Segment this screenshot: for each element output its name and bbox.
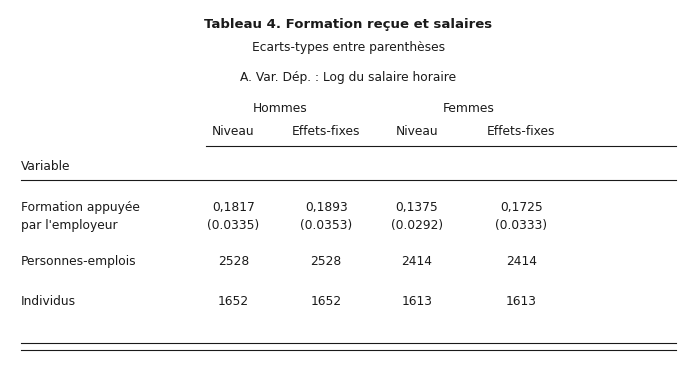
- Text: (0.0335): (0.0335): [208, 219, 259, 232]
- Text: Variable: Variable: [21, 160, 70, 173]
- Text: Niveau: Niveau: [212, 125, 255, 138]
- Text: Hommes: Hommes: [252, 102, 307, 115]
- Text: (0.0292): (0.0292): [391, 219, 443, 232]
- Text: 2414: 2414: [401, 255, 432, 268]
- Text: 2414: 2414: [506, 255, 537, 268]
- Text: Individus: Individus: [21, 295, 76, 308]
- Text: Niveau: Niveau: [395, 125, 438, 138]
- Text: 1652: 1652: [311, 295, 342, 308]
- Text: Effets-fixes: Effets-fixes: [292, 125, 360, 138]
- Text: Formation appuyée: Formation appuyée: [21, 201, 140, 214]
- Text: par l'employeur: par l'employeur: [21, 219, 118, 232]
- Text: (0.0333): (0.0333): [496, 219, 547, 232]
- Text: (0.0353): (0.0353): [300, 219, 352, 232]
- Text: 0,1375: 0,1375: [395, 201, 438, 214]
- Text: 0,1725: 0,1725: [500, 201, 543, 214]
- Text: Effets-fixes: Effets-fixes: [487, 125, 556, 138]
- Text: 0,1893: 0,1893: [305, 201, 348, 214]
- Text: 2528: 2528: [218, 255, 249, 268]
- Text: Tableau 4. Formation reçue et salaires: Tableau 4. Formation reçue et salaires: [204, 18, 493, 31]
- Text: 0,1817: 0,1817: [212, 201, 255, 214]
- Text: 2528: 2528: [311, 255, 342, 268]
- Text: Femmes: Femmes: [443, 102, 495, 115]
- Text: 1652: 1652: [218, 295, 249, 308]
- Text: Personnes-emplois: Personnes-emplois: [21, 255, 137, 268]
- Text: Ecarts-types entre parenthèses: Ecarts-types entre parenthèses: [252, 41, 445, 54]
- Text: 1613: 1613: [506, 295, 537, 308]
- Text: A. Var. Dép. : Log du salaire horaire: A. Var. Dép. : Log du salaire horaire: [240, 71, 457, 84]
- Text: 1613: 1613: [401, 295, 432, 308]
